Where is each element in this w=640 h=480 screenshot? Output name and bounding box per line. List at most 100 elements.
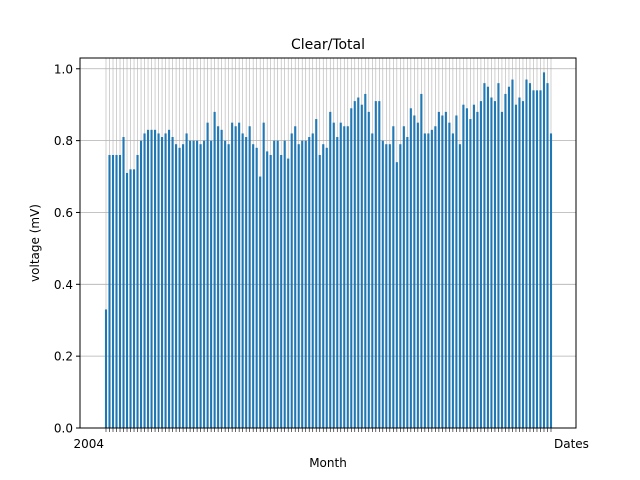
bar <box>139 140 143 429</box>
bar <box>458 144 461 428</box>
x-axis <box>105 428 552 432</box>
bar <box>546 83 549 428</box>
bar <box>493 101 496 428</box>
bar <box>294 126 297 428</box>
bar <box>430 129 433 428</box>
bar <box>514 104 518 428</box>
bar <box>388 144 391 428</box>
y-tick-label: 0.2 <box>54 350 73 364</box>
y-axis-label: voltage (mV) <box>28 204 42 282</box>
bar <box>252 144 255 428</box>
bar <box>157 133 160 428</box>
bar <box>441 115 444 428</box>
bar <box>350 108 353 428</box>
bar <box>262 122 265 429</box>
bar <box>185 133 188 428</box>
bar <box>311 133 314 428</box>
bar <box>399 144 402 428</box>
bar <box>255 147 258 428</box>
bar <box>416 122 419 429</box>
bar <box>518 97 521 429</box>
bar <box>168 129 171 428</box>
bar <box>353 101 356 428</box>
x-tick-label-first: 2004 <box>73 437 104 451</box>
bar <box>357 97 360 429</box>
bar <box>301 140 304 429</box>
bar <box>290 133 293 428</box>
bar <box>125 172 129 428</box>
bar <box>409 108 412 428</box>
bar <box>395 162 398 429</box>
bar <box>371 133 374 428</box>
bar <box>178 147 181 428</box>
bar <box>472 104 475 428</box>
bar <box>385 144 388 428</box>
bar <box>479 101 482 428</box>
bar <box>224 140 227 429</box>
bar <box>367 111 370 429</box>
bar <box>104 309 108 428</box>
bar <box>318 154 321 428</box>
bar <box>182 144 185 428</box>
bar <box>136 154 139 428</box>
bar <box>304 140 307 429</box>
bar <box>329 111 332 429</box>
y-tick-label: 1.0 <box>54 62 73 76</box>
bar <box>374 101 377 428</box>
bar <box>315 119 318 428</box>
bar <box>108 154 111 428</box>
bar <box>132 169 136 428</box>
bar <box>220 129 223 428</box>
bar <box>549 133 553 428</box>
bar <box>539 90 542 429</box>
bar <box>525 79 528 428</box>
bar <box>402 126 405 428</box>
bar <box>437 111 440 429</box>
bar <box>465 108 468 428</box>
bar <box>511 79 514 428</box>
bar <box>245 137 248 429</box>
y-tick-label: 0.0 <box>54 422 73 436</box>
bar <box>266 151 269 428</box>
bar <box>476 111 479 429</box>
bar <box>497 83 500 428</box>
bar <box>231 122 234 429</box>
bar <box>322 144 325 428</box>
bar <box>448 122 451 429</box>
y-tick-label: 0.6 <box>54 206 73 220</box>
bar <box>213 111 216 429</box>
bar <box>500 111 503 429</box>
bar <box>462 104 465 428</box>
bar <box>308 137 311 429</box>
bar <box>444 111 447 429</box>
bars <box>104 72 553 429</box>
bar <box>154 129 157 428</box>
bar <box>528 83 532 428</box>
bar <box>504 93 507 428</box>
bar <box>171 137 174 429</box>
bar <box>122 137 125 429</box>
bar <box>164 133 167 428</box>
bar <box>203 140 206 429</box>
bar <box>378 101 381 428</box>
bar <box>175 144 178 428</box>
bar <box>364 93 367 428</box>
bar <box>206 122 209 429</box>
bar <box>406 137 409 429</box>
bar <box>276 140 279 429</box>
y-axis: 0.0 0.2 0.4 0.6 0.8 1.0 <box>54 62 80 436</box>
bar <box>336 137 339 429</box>
bar <box>280 154 283 428</box>
bar <box>343 126 346 428</box>
bar <box>455 115 458 428</box>
chart-title: Clear/Total <box>291 37 365 53</box>
bar <box>339 122 342 429</box>
bar <box>434 126 437 428</box>
x-axis-label: Month <box>309 456 347 470</box>
bar <box>192 140 195 429</box>
bar <box>118 154 122 428</box>
bar <box>196 140 199 429</box>
bar <box>381 140 384 429</box>
bar <box>210 140 213 429</box>
